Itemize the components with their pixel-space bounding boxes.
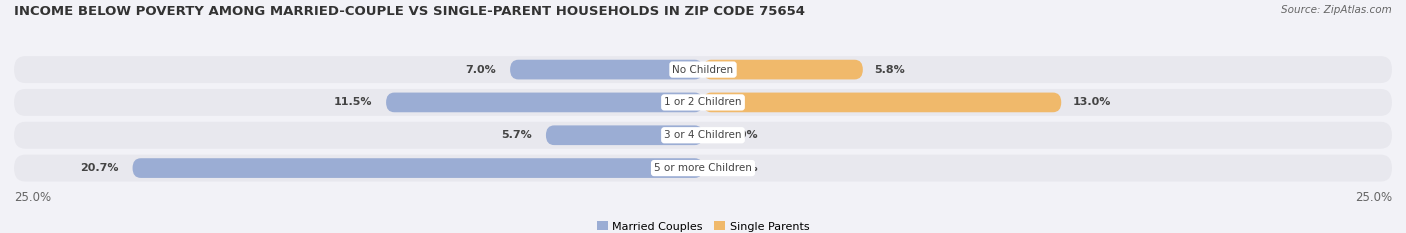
FancyBboxPatch shape [14, 56, 1392, 83]
FancyBboxPatch shape [14, 122, 1392, 149]
Text: 5.7%: 5.7% [502, 130, 531, 140]
Text: Source: ZipAtlas.com: Source: ZipAtlas.com [1281, 5, 1392, 15]
Text: 7.0%: 7.0% [465, 65, 496, 75]
FancyBboxPatch shape [132, 158, 703, 178]
Text: 25.0%: 25.0% [14, 191, 51, 204]
Legend: Married Couples, Single Parents: Married Couples, Single Parents [592, 217, 814, 233]
Text: 3 or 4 Children: 3 or 4 Children [664, 130, 742, 140]
Text: 5.8%: 5.8% [875, 65, 904, 75]
FancyBboxPatch shape [510, 60, 703, 79]
Text: 0.0%: 0.0% [728, 130, 758, 140]
Text: 0.0%: 0.0% [728, 163, 758, 173]
Text: No Children: No Children [672, 65, 734, 75]
Text: 13.0%: 13.0% [1073, 97, 1111, 107]
FancyBboxPatch shape [14, 89, 1392, 116]
Text: 20.7%: 20.7% [80, 163, 118, 173]
Text: 11.5%: 11.5% [333, 97, 373, 107]
FancyBboxPatch shape [14, 155, 1392, 182]
FancyBboxPatch shape [387, 93, 703, 112]
Text: 25.0%: 25.0% [1355, 191, 1392, 204]
Text: INCOME BELOW POVERTY AMONG MARRIED-COUPLE VS SINGLE-PARENT HOUSEHOLDS IN ZIP COD: INCOME BELOW POVERTY AMONG MARRIED-COUPL… [14, 5, 806, 18]
FancyBboxPatch shape [546, 125, 703, 145]
Text: 1 or 2 Children: 1 or 2 Children [664, 97, 742, 107]
FancyBboxPatch shape [703, 93, 1062, 112]
Text: 5 or more Children: 5 or more Children [654, 163, 752, 173]
FancyBboxPatch shape [703, 60, 863, 79]
